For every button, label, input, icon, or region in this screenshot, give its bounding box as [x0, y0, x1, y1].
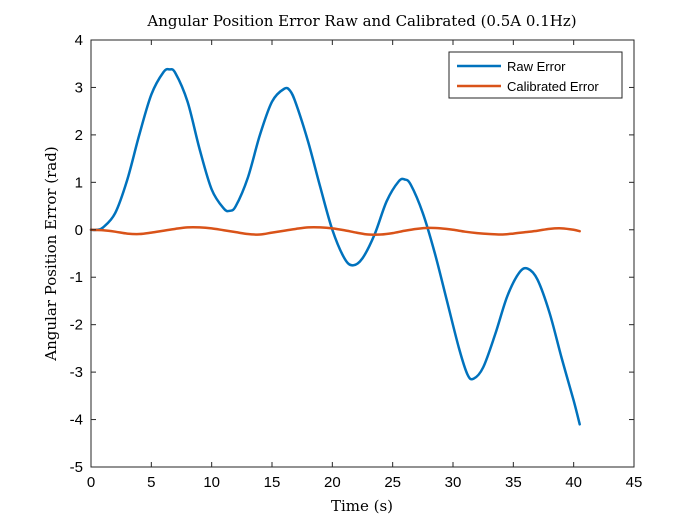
y-tick-label: -4 [70, 412, 83, 429]
y-tick-label: -5 [70, 459, 83, 476]
legend-label: Raw Error [507, 59, 566, 74]
x-tick-label: 25 [384, 474, 401, 491]
y-tick-label: -1 [70, 269, 83, 286]
x-axis-label: Time (s) [331, 497, 393, 515]
y-tick-label: -3 [70, 364, 83, 381]
x-tick-label: 5 [147, 474, 155, 491]
y-tick-label: 4 [75, 32, 83, 49]
x-tick-label: 40 [565, 474, 582, 491]
plot-area [91, 40, 634, 467]
chart-title: Angular Position Error Raw and Calibrate… [146, 12, 576, 30]
y-tick-label: 3 [75, 79, 83, 96]
x-tick-label: 35 [505, 474, 522, 491]
legend: Raw Error Calibrated Error [449, 52, 622, 98]
x-tick-label: 30 [445, 474, 462, 491]
x-tick-label: 45 [626, 474, 643, 491]
x-tick-label: 10 [203, 474, 220, 491]
y-tick-label: -2 [70, 317, 83, 334]
x-tick-label: 20 [324, 474, 341, 491]
y-axis-label: Angular Position Error (rad) [42, 146, 60, 361]
legend-label: Calibrated Error [507, 79, 599, 94]
y-tick-label: 0 [75, 222, 83, 239]
x-tick-label: 0 [87, 474, 95, 491]
y-tick-label: 1 [75, 174, 83, 191]
x-tick-label: 15 [264, 474, 281, 491]
y-tick-label: 2 [75, 127, 83, 144]
